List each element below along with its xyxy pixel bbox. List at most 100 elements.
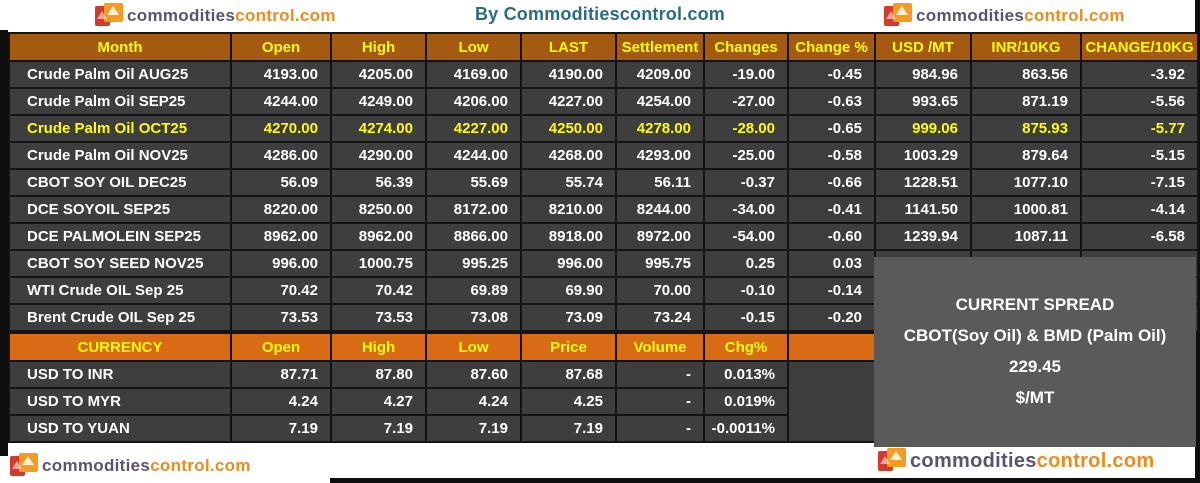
column-header: Change % bbox=[787, 32, 876, 62]
cell-high: 8962.00 bbox=[330, 222, 427, 251]
logo-text-dark: commodities bbox=[910, 449, 1037, 472]
column-header: Open bbox=[230, 332, 332, 362]
logo-text-orange: control.com bbox=[1036, 449, 1155, 472]
cell-usd_mt: 1239.94 bbox=[874, 222, 972, 251]
column-header: Price bbox=[520, 332, 617, 362]
cell-change_pct: -0.60 bbox=[787, 222, 876, 251]
cell-changes: -54.00 bbox=[703, 222, 789, 251]
top-band: By Commoditiescontrol.com bbox=[0, 0, 1200, 30]
spread-title: CURRENT SPREAD bbox=[955, 295, 1115, 314]
scales-icon bbox=[95, 3, 125, 29]
table-row: Crude Palm Oil AUG25 4193.00 4205.00 4169.0… bbox=[8, 60, 1199, 89]
commoditiescontrol-logo-top-right: commodities control.com bbox=[884, 3, 1125, 29]
cell-change_10kg: -5.77 bbox=[1080, 114, 1199, 143]
cell-last: 4250.00 bbox=[520, 114, 617, 143]
cell-change_pct: -0.63 bbox=[787, 87, 876, 116]
cell-settlement: 56.11 bbox=[615, 168, 705, 197]
row-label: USD TO INR bbox=[8, 360, 232, 389]
cell-settlement: 4278.00 bbox=[615, 114, 705, 143]
cell-low: 4227.00 bbox=[425, 114, 522, 143]
cell-high: 73.53 bbox=[330, 303, 427, 332]
cell-open: 4244.00 bbox=[230, 87, 332, 116]
cell-settlement: 995.75 bbox=[615, 249, 705, 278]
cell-high: 56.39 bbox=[330, 168, 427, 197]
cell-change_10kg: -3.92 bbox=[1080, 60, 1199, 89]
cell-high: 1000.75 bbox=[330, 249, 427, 278]
cell-open: 4193.00 bbox=[230, 60, 332, 89]
table-row: DCE SOYOIL SEP25 8220.00 8250.00 8172.00 821… bbox=[8, 195, 1199, 224]
cell-last: 73.09 bbox=[520, 303, 617, 332]
cell-changes: -27.00 bbox=[703, 87, 789, 116]
cell-inr_10kg: 879.64 bbox=[970, 141, 1082, 170]
table-row: Crude Palm Oil OCT25 4270.00 4274.00 4227.0… bbox=[8, 114, 1199, 143]
cell-high: 8250.00 bbox=[330, 195, 427, 224]
table-row: CBOT SOY OIL DEC25 56.09 56.39 55.69 55.74 56… bbox=[8, 168, 1199, 197]
scales-icon bbox=[10, 453, 40, 479]
cell-open: 996.00 bbox=[230, 249, 332, 278]
logo-text-orange: control.com bbox=[150, 456, 251, 475]
cell-last: 8210.00 bbox=[520, 195, 617, 224]
cell-open: 8962.00 bbox=[230, 222, 332, 251]
cell-inr_10kg: 1000.81 bbox=[970, 195, 1082, 224]
cell-price: 7.19 bbox=[520, 414, 617, 443]
cell-change_pct: -0.58 bbox=[787, 141, 876, 170]
commoditiescontrol-logo-top-left: commodities control.com bbox=[95, 3, 336, 29]
spread-subtitle: CBOT(Soy Oil) & BMD (Palm Oil) bbox=[903, 326, 1167, 345]
cell-change_pct: -0.66 bbox=[787, 168, 876, 197]
logo-text-dark: commodities bbox=[42, 456, 151, 475]
column-header: CURRENCY bbox=[8, 332, 232, 362]
cell-chg_pct: 0.013% bbox=[703, 360, 789, 389]
table-row: Crude Palm Oil NOV25 4286.00 4290.00 4244.0… bbox=[8, 141, 1199, 170]
cell-open: 73.53 bbox=[230, 303, 332, 332]
cell-price: 87.68 bbox=[520, 360, 617, 389]
cell-changes: 0.25 bbox=[703, 249, 789, 278]
row-label: USD TO MYR bbox=[8, 387, 232, 416]
blank-merged-cell bbox=[787, 360, 876, 443]
logo-text-dark: commodities bbox=[127, 6, 236, 25]
column-header: High bbox=[330, 32, 427, 62]
cell-changes: -28.00 bbox=[703, 114, 789, 143]
row-label: CBOT SOY OIL DEC25 bbox=[8, 168, 232, 197]
row-label: DCE SOYOIL SEP25 bbox=[8, 195, 232, 224]
futures-header-row: Month Open High Low LAST Settlement Changes Cha… bbox=[8, 32, 1199, 62]
column-header: Low bbox=[425, 32, 522, 62]
cell-inr_10kg: 1087.11 bbox=[970, 222, 1082, 251]
cell-last: 4268.00 bbox=[520, 141, 617, 170]
table-row: Crude Palm Oil SEP25 4244.00 4249.00 4206.0… bbox=[8, 87, 1199, 116]
cell-low: 55.69 bbox=[425, 168, 522, 197]
cell-low: 8172.00 bbox=[425, 195, 522, 224]
currency-header-row: CURRENCY Open High Low Price Volume Chg% bbox=[8, 332, 876, 362]
cell-change_pct: 0.03 bbox=[787, 249, 876, 278]
cell-low: 4.24 bbox=[425, 387, 522, 416]
cell-change_pct: -0.41 bbox=[787, 195, 876, 224]
cell-changes: -34.00 bbox=[703, 195, 789, 224]
column-header: Settlement bbox=[615, 32, 705, 62]
cell-last: 69.90 bbox=[520, 276, 617, 305]
cell-usd_mt: 993.65 bbox=[874, 87, 972, 116]
column-header: Open bbox=[230, 32, 332, 62]
row-label: DCE PALMOLEIN SEP25 bbox=[8, 222, 232, 251]
table-row: USD TO YUAN 7.19 7.19 7.19 7.19- -0.0011% bbox=[8, 414, 875, 443]
row-label: Crude Palm Oil NOV25 bbox=[8, 141, 232, 170]
cell-change_pct: -0.65 bbox=[787, 114, 876, 143]
row-label: Crude Palm Oil SEP25 bbox=[8, 87, 232, 116]
cell-last: 4190.00 bbox=[520, 60, 617, 89]
cell-settlement: 70.00 bbox=[615, 276, 705, 305]
cell-open: 87.71 bbox=[230, 360, 332, 389]
cell-high: 4249.00 bbox=[330, 87, 427, 116]
cell-high: 70.42 bbox=[330, 276, 427, 305]
row-label: USD TO YUAN bbox=[8, 414, 232, 443]
cell-change_pct: -0.20 bbox=[787, 303, 876, 332]
cell-low: 73.08 bbox=[425, 303, 522, 332]
cell-high: 4290.00 bbox=[330, 141, 427, 170]
row-label: Crude Palm Oil OCT25 bbox=[8, 114, 232, 143]
cell-change_10kg: -5.56 bbox=[1080, 87, 1199, 116]
cell-last: 4227.00 bbox=[520, 87, 617, 116]
column-header: INR/10KG bbox=[970, 32, 1082, 62]
cell-high: 87.80 bbox=[330, 360, 427, 389]
cell-usd_mt: 1003.29 bbox=[874, 141, 972, 170]
cell-open: 70.42 bbox=[230, 276, 332, 305]
cell-volume: - bbox=[615, 387, 705, 416]
logo-text-orange: control.com bbox=[235, 6, 336, 25]
cell-high: 4.27 bbox=[330, 387, 427, 416]
